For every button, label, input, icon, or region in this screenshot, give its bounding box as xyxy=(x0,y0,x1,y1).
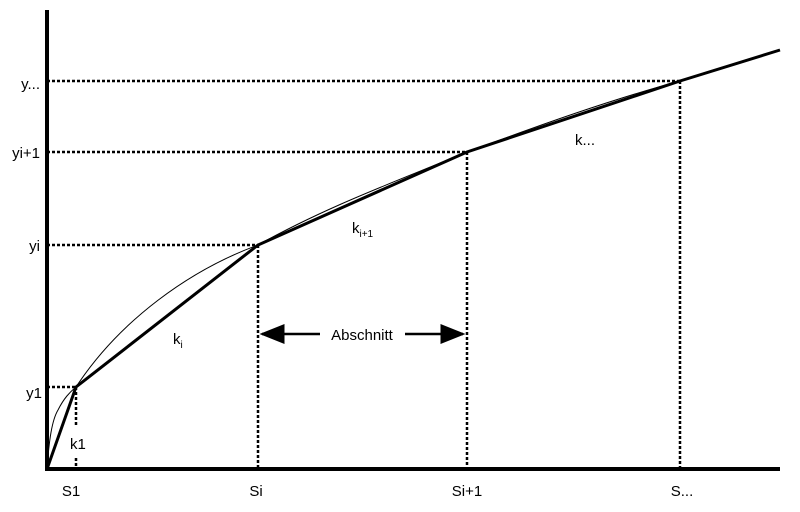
guide-lines xyxy=(47,79,682,469)
y-label-yi: yi xyxy=(29,238,40,255)
segment-label-ki: ki xyxy=(173,331,183,351)
y-label-yi1: yi+1 xyxy=(12,145,40,162)
x-label-s1: S1 xyxy=(62,483,80,500)
interval-label: Abschnitt xyxy=(331,327,394,344)
y-label-dots: y... xyxy=(21,76,40,93)
segment-label-ki1: ki+1 xyxy=(352,220,374,240)
segment-label-k1: k1 xyxy=(70,436,86,453)
x-label-s-dots: S... xyxy=(671,483,694,500)
x-label-si1: Si+1 xyxy=(452,483,482,500)
curve xyxy=(46,80,681,470)
y-label-y1: y1 xyxy=(26,385,42,402)
piecewise-line xyxy=(45,48,781,470)
segment-label-k-dots: k... xyxy=(575,132,595,149)
x-label-si: Si xyxy=(249,483,262,500)
